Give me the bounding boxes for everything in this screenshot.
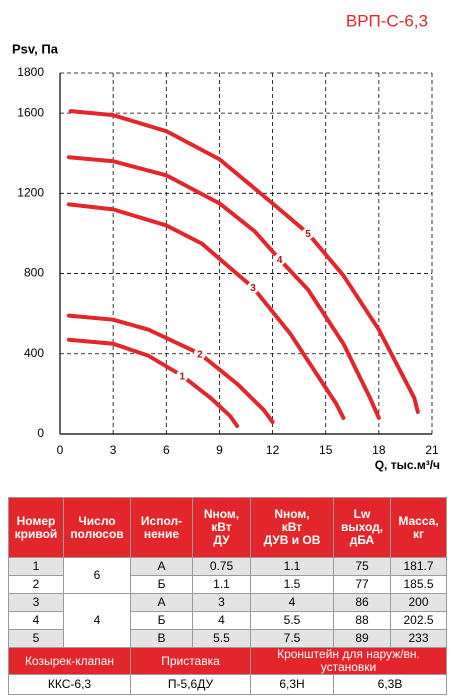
table-cell: Nном, кВт ДУВ и ОВ <box>250 497 334 558</box>
curve <box>66 155 381 420</box>
table-cell: ККС-6,3 <box>8 674 131 695</box>
table-cell: Номер кривой <box>8 497 64 558</box>
table-cell: 77 <box>333 575 391 594</box>
table-cell: 86 <box>333 593 391 612</box>
table-cell: П-5,6ДУ <box>130 674 251 695</box>
y-tick-label: 1600 <box>17 105 44 119</box>
table-cell: 88 <box>333 611 391 630</box>
curve-label: 1 <box>179 371 185 382</box>
x-tick-label: 15 <box>319 443 333 457</box>
table-cell: 0.75 <box>192 557 251 576</box>
curve-label-bg <box>193 347 206 360</box>
y-axis-label: Psv, Па <box>12 41 59 56</box>
table-row: ККС-6,3 П-5,6ДУ 6,3Н 6,3В <box>8 674 447 695</box>
table-cell: 6,3Н <box>250 674 334 695</box>
table-row: 3 4 А 3 4 86 200 <box>8 593 447 648</box>
table-row: Козырек-клапан Приставка Кронштейн для нар… <box>8 647 447 675</box>
table-row: 1 6 А 0.75 1.1 75 181.7 <box>8 557 447 594</box>
table-cell: Б <box>130 575 193 594</box>
table-cell: Масса, кг <box>390 497 447 558</box>
chart: ВРП-С-6,3 Psv, Па Q, тыс.м³/ч 0400800120… <box>12 11 440 472</box>
curve-label-bg <box>176 369 189 382</box>
table-cell: 185.5 <box>390 575 447 594</box>
table-cell: Nном, кВт ДУ <box>192 497 251 558</box>
table-cell: 5.5 <box>192 629 251 648</box>
table-cell: 200 <box>390 593 447 612</box>
table-cell: Lw выход, дБА <box>333 497 391 558</box>
x-tick-label: 0 <box>57 443 64 457</box>
curve-label: 3 <box>250 283 256 294</box>
curve <box>66 337 240 428</box>
table-row: Номер кривой Число полюсов Испол- нение Nно… <box>8 497 447 558</box>
table-cell: Б <box>130 611 193 630</box>
table-cell: 1.5 <box>250 575 334 594</box>
table-cell: 5.5 <box>250 611 334 630</box>
table-cell: 75 <box>333 557 391 576</box>
curve-label: 5 <box>305 229 311 240</box>
x-tick-label: 18 <box>372 443 386 457</box>
curve-label: 4 <box>277 255 283 266</box>
table-cell: 233 <box>390 629 447 648</box>
table-cell: Кронштейн для наруж/вн. установки <box>250 647 447 675</box>
y-tick-label: 0 <box>37 426 44 440</box>
table-cell: 1.1 <box>192 575 251 594</box>
y-tick-label: 400 <box>24 346 44 360</box>
y-tick-label: 800 <box>24 266 44 280</box>
curve <box>68 109 420 414</box>
table-cell: 3 <box>8 593 64 612</box>
x-axis-label: Q, тыс.м³/ч <box>375 458 440 472</box>
table-cell: Число полюсов <box>63 497 131 558</box>
x-tick-label: 9 <box>216 443 223 457</box>
curve-label-bg <box>273 253 286 266</box>
table-cell: 6,3В <box>333 674 447 695</box>
table-cell: Приставка <box>130 647 251 675</box>
curve <box>66 202 346 420</box>
x-tick-label: 21 <box>425 443 439 457</box>
table-cell: 181.7 <box>390 557 447 576</box>
curve-label-bg <box>247 281 260 294</box>
table-cell: 1 <box>8 557 64 576</box>
table-cell: А <box>130 593 193 612</box>
y-tick-label: 1800 <box>17 65 44 79</box>
spec-table: Номер кривой Число полюсов Испол- нение Nно… <box>8 497 447 695</box>
table-cell: 2 <box>8 575 64 594</box>
y-tick-label: 1200 <box>17 186 44 200</box>
table-cell: 5 <box>8 629 64 648</box>
table-cell: 1.1 <box>250 557 334 576</box>
table-cell: 4 <box>63 593 131 648</box>
table-cell: А <box>130 557 193 576</box>
table-cell: 4 <box>8 611 64 630</box>
x-tick-label: 12 <box>266 443 280 457</box>
table-cell: 4 <box>192 611 251 630</box>
table-cell: 4 <box>250 593 334 612</box>
x-tick-label: 3 <box>110 443 117 457</box>
table-cell: 202.5 <box>390 611 447 630</box>
table-cell: В <box>130 629 193 648</box>
table-cell: 89 <box>333 629 391 648</box>
curve-label-bg <box>302 227 314 240</box>
curve-label: 2 <box>197 349 203 360</box>
table-cell: Козырек-клапан <box>8 647 131 675</box>
table-cell: 6 <box>63 557 131 594</box>
chart-title: ВРП-С-6,3 <box>346 11 428 30</box>
table-cell: 7.5 <box>250 629 334 648</box>
table-cell: 3 <box>192 593 251 612</box>
x-tick-label: 6 <box>163 443 170 457</box>
table-cell: Испол- нение <box>130 497 193 558</box>
